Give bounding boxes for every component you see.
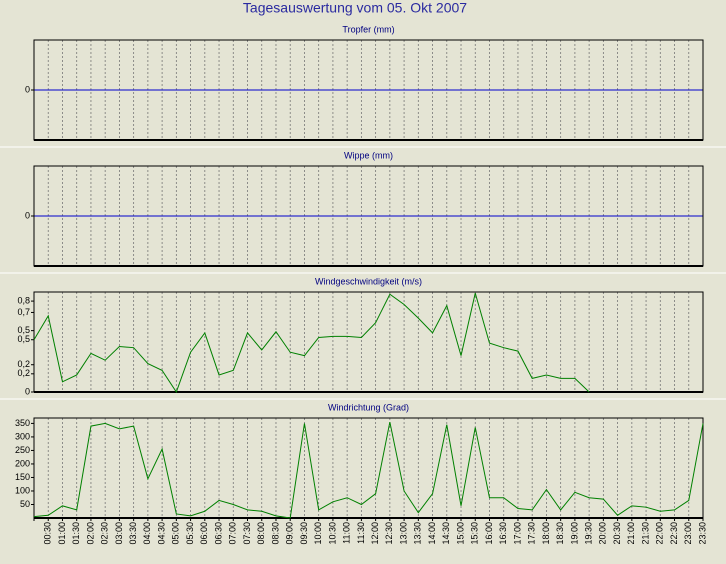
x-tick-label: 03:00: [114, 522, 124, 545]
x-tick-label: 02:00: [85, 522, 95, 545]
page-title: Tagesauswertung vom 05. Okt 2007: [243, 0, 467, 16]
x-tick-label: 09:30: [299, 522, 309, 545]
x-tick-label: 06:00: [199, 522, 209, 545]
x-tick-label: 15:00: [455, 522, 465, 545]
x-tick-label: 14:00: [427, 522, 437, 545]
x-tick-label: 19:30: [584, 522, 594, 545]
x-tick-label: 17:00: [512, 522, 522, 545]
chart-title: Tropfer (mm): [342, 24, 394, 34]
x-tick-label: 01:00: [57, 522, 67, 545]
x-tick-label: 07:30: [242, 522, 252, 545]
y-tick-label: 0,2: [17, 368, 30, 378]
x-tick-label: 22:30: [669, 522, 679, 545]
x-tick-label: 20:30: [612, 522, 622, 545]
x-tick-label: 05:00: [171, 522, 181, 545]
y-tick-label: 150: [15, 472, 30, 482]
x-tick-label: 21:00: [626, 522, 636, 545]
x-tick-label: 16:30: [498, 522, 508, 545]
x-tick-label: 18:00: [541, 522, 551, 545]
x-tick-label: 01:30: [71, 522, 81, 545]
x-tick-label: 16:00: [484, 522, 494, 545]
x-tick-label: 00:30: [43, 522, 53, 545]
x-tick-label: 11:00: [342, 522, 352, 544]
x-tick-label: 13:30: [413, 522, 423, 545]
chart-title: Windrichtung (Grad): [328, 402, 409, 412]
x-tick-label: 08:30: [270, 522, 280, 545]
x-tick-label: 07:00: [228, 522, 238, 545]
x-tick-label: 19:00: [569, 522, 579, 545]
x-tick-label: 11:30: [356, 522, 366, 544]
x-tick-label: 15:30: [470, 522, 480, 545]
x-tick-label: 21:30: [640, 522, 650, 545]
data-line: [33, 421, 704, 519]
x-tick-label: 17:30: [527, 522, 537, 545]
x-tick-label: 05:30: [185, 522, 195, 545]
x-tick-label: 04:00: [142, 522, 152, 545]
x-tick-label: 23:00: [683, 522, 693, 545]
y-tick-label: 300: [15, 431, 30, 441]
x-tick-label: 12:00: [370, 522, 380, 545]
x-tick-label: 09:00: [285, 522, 295, 545]
x-tick-label: 18:30: [555, 522, 565, 545]
y-tick-label: 50: [20, 499, 30, 509]
y-tick-label: 350: [15, 418, 30, 428]
y-tick-label: 0: [25, 84, 30, 94]
x-tick-label: 14:30: [441, 522, 451, 545]
x-tick-label: 10:30: [327, 522, 337, 545]
data-line: [33, 292, 590, 394]
x-tick-label: 06:30: [213, 522, 223, 545]
y-tick-label: 0: [25, 210, 30, 220]
y-tick-label: 200: [15, 458, 30, 468]
x-tick-label: 13:00: [398, 522, 408, 545]
x-tick-label: 03:30: [128, 522, 138, 545]
x-tick-label: 20:00: [598, 522, 608, 545]
x-tick-label: 22:00: [655, 522, 665, 545]
y-tick-label: 0,7: [17, 307, 30, 317]
y-tick-label: 250: [15, 445, 30, 455]
y-tick-label: 0,8: [17, 295, 30, 305]
y-tick-label: 0,5: [17, 334, 30, 344]
x-tick-label: 23:30: [697, 522, 707, 545]
x-tick-label: 08:00: [256, 522, 266, 545]
y-tick-label: 0: [25, 386, 30, 396]
x-tick-label: 12:30: [384, 522, 394, 545]
y-tick-label: 0,5: [17, 325, 30, 335]
y-tick-label: 0,2: [17, 359, 30, 369]
x-tick-label: 10:00: [313, 522, 323, 545]
chart-title: Wippe (mm): [344, 150, 393, 160]
chart-title: Windgeschwindigkeit (m/s): [315, 276, 422, 286]
y-tick-label: 100: [15, 485, 30, 495]
x-tick-label: 02:30: [100, 522, 110, 545]
x-tick-label: 04:30: [156, 522, 166, 545]
